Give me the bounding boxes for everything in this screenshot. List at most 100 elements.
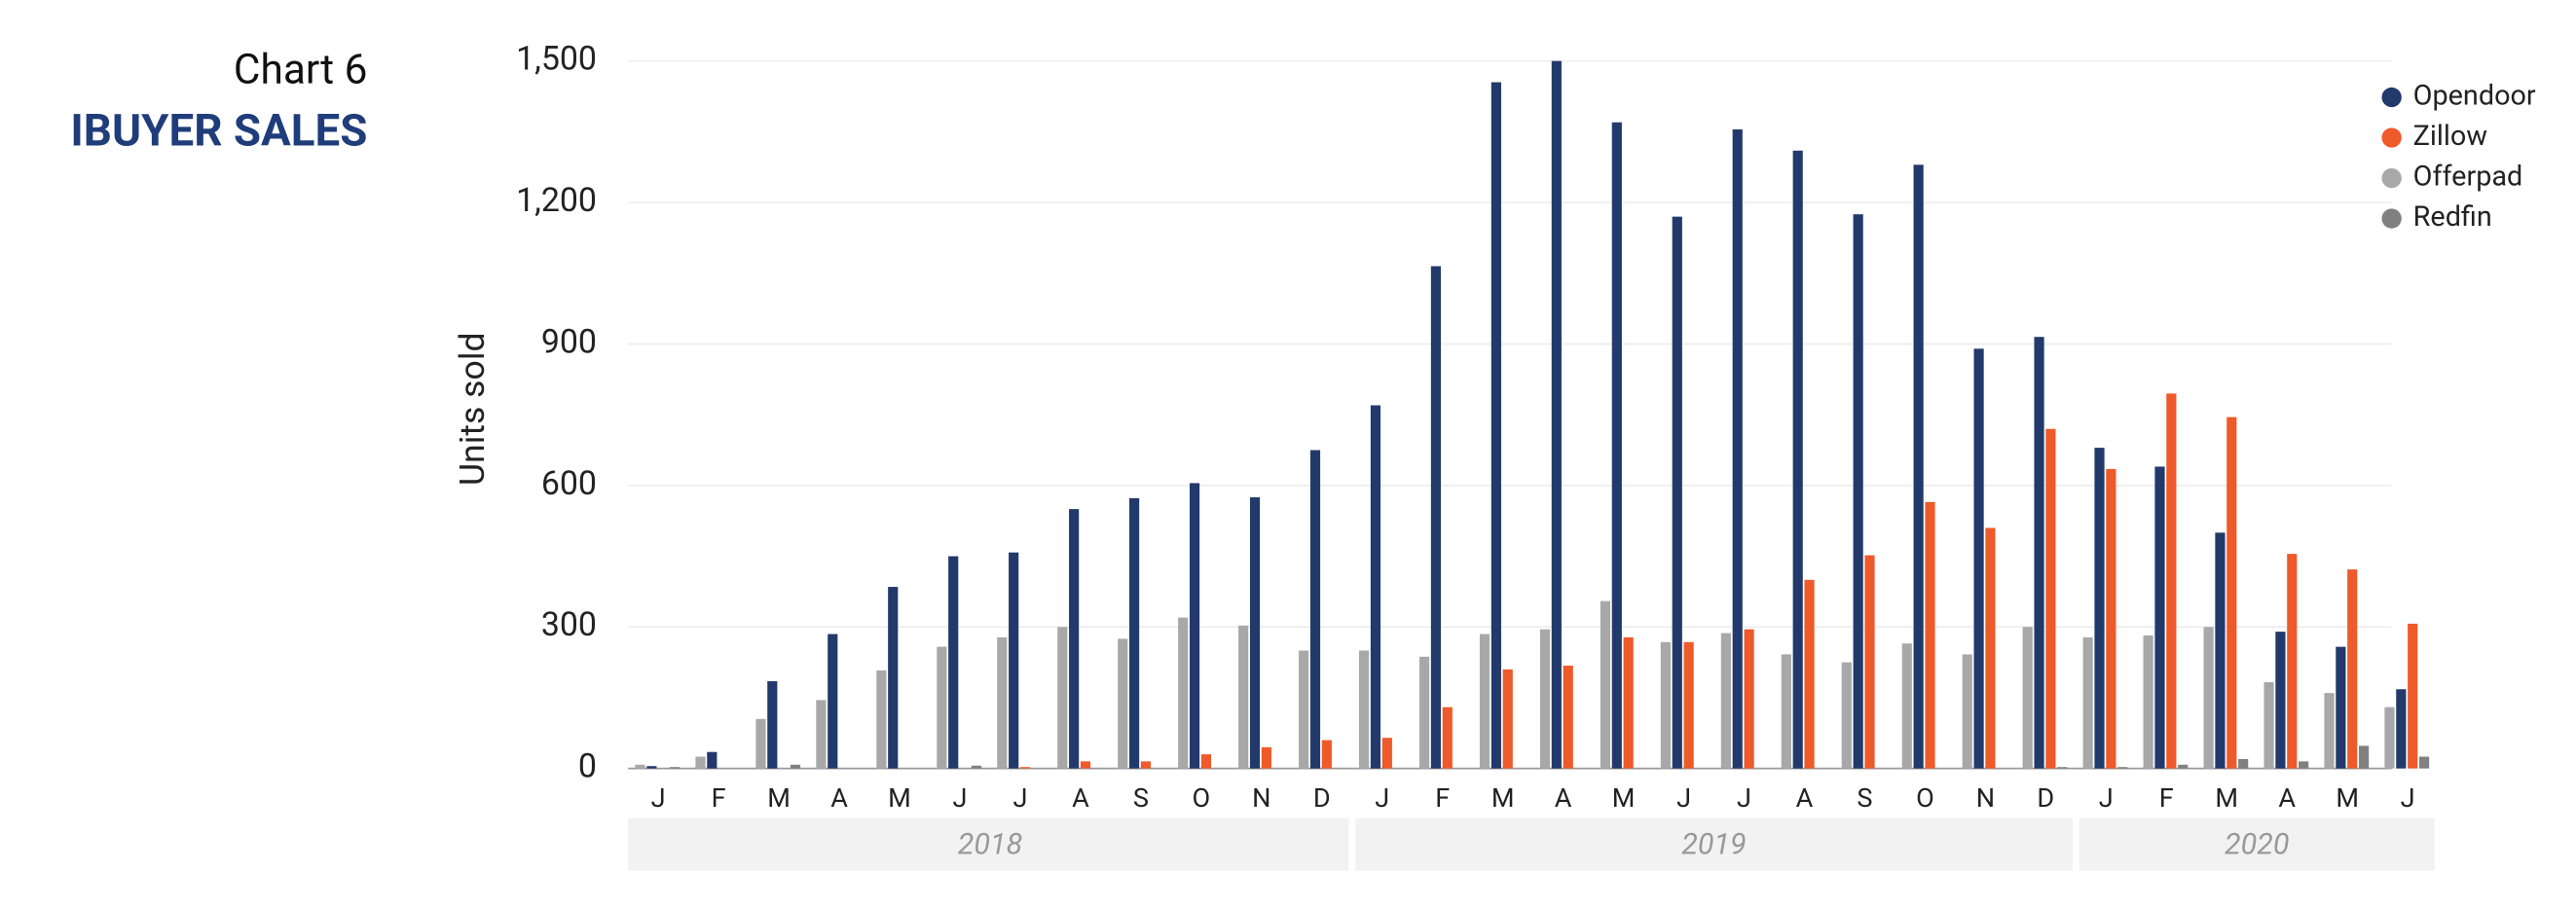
bar	[646, 766, 657, 769]
bar	[1490, 82, 1501, 769]
bar	[2094, 448, 2105, 769]
bar	[2384, 707, 2395, 769]
bar	[1057, 627, 1068, 769]
bar	[1925, 501, 1935, 769]
bar	[1853, 214, 1863, 769]
x-tick-label: A	[1072, 782, 1089, 814]
bar	[2106, 468, 2116, 769]
y-tick-label: 600	[541, 465, 597, 503]
bar	[1370, 405, 1381, 769]
bar	[1864, 555, 1875, 769]
bar	[997, 636, 1008, 769]
x-tick-label: S	[1133, 782, 1149, 814]
bar	[1901, 643, 1912, 769]
bar	[1804, 579, 1815, 769]
x-tick-label: F	[712, 782, 726, 814]
x-tick-label: J	[651, 782, 666, 814]
x-tick-label: S	[1857, 782, 1872, 814]
bar	[2263, 681, 2274, 769]
bar	[1189, 483, 1200, 769]
legend-marker	[2381, 127, 2402, 148]
bar	[670, 767, 681, 769]
legend-label: Redfin	[2413, 200, 2492, 234]
bar	[2215, 532, 2226, 769]
bar	[1442, 707, 1453, 769]
legend-marker	[2381, 87, 2402, 108]
bar	[1479, 634, 1490, 769]
x-tick-label: O	[1916, 782, 1934, 814]
bar	[1118, 638, 1128, 769]
bar	[1781, 654, 1791, 769]
y-axis-label: Units sold	[452, 332, 493, 486]
bar	[1600, 600, 1611, 769]
bar	[2117, 767, 2128, 769]
x-tick-label: M	[1612, 782, 1636, 814]
bar	[1080, 761, 1091, 769]
x-tick-label: A	[2278, 782, 2296, 814]
x-tick-label: N	[1976, 782, 1995, 814]
y-tick-label: 1,200	[516, 182, 597, 220]
bar	[1962, 654, 1972, 769]
bar	[971, 765, 982, 769]
bar	[1611, 122, 1622, 769]
bar	[2408, 623, 2418, 769]
bar	[816, 700, 827, 769]
bar	[2022, 627, 2033, 769]
year-label: 2020	[2225, 827, 2289, 861]
bar	[2347, 569, 2358, 769]
bar	[2057, 767, 2068, 769]
legend-label: Zillow	[2413, 120, 2487, 153]
bar	[635, 764, 645, 769]
bar	[1913, 164, 1924, 769]
bar	[1069, 509, 1080, 769]
x-tick-label: A	[1555, 782, 1572, 814]
bar	[876, 670, 887, 769]
bar	[1672, 216, 1682, 769]
bar	[2082, 636, 2093, 769]
bar	[1792, 150, 1803, 769]
bar	[1985, 527, 1996, 769]
bar	[1720, 633, 1731, 769]
x-tick-label: J	[2401, 782, 2415, 814]
year-band	[2079, 817, 2435, 871]
bar	[2166, 393, 2177, 769]
bar	[1019, 767, 1031, 769]
y-tick-label: 1,500	[516, 41, 597, 79]
bar	[1200, 754, 1212, 769]
bar	[2396, 689, 2407, 769]
x-tick-label: J	[1012, 782, 1027, 814]
bar	[1261, 746, 1271, 769]
bar	[948, 556, 959, 769]
x-tick-label: J	[1676, 782, 1691, 814]
bar	[1841, 662, 1852, 769]
bar	[1623, 636, 1634, 769]
bar	[1359, 650, 1370, 769]
bar	[1539, 629, 1551, 769]
x-tick-label: N	[1252, 782, 1270, 814]
bar	[2299, 761, 2309, 769]
x-tick-label: J	[1737, 782, 1751, 814]
bar	[2287, 554, 2298, 769]
bar	[2359, 745, 2370, 769]
x-tick-label: F	[1435, 782, 1450, 814]
x-tick-label: M	[2215, 782, 2238, 814]
legend-label: Opendoor	[2413, 80, 2536, 113]
bar	[1430, 266, 1441, 769]
bar	[2143, 635, 2153, 769]
bar	[2226, 417, 2237, 769]
bar	[1129, 497, 1140, 769]
bar	[1744, 629, 1754, 769]
year-label: 2019	[1681, 827, 1746, 861]
bar	[2275, 632, 2286, 769]
legend-marker	[2381, 167, 2402, 189]
bar	[2034, 337, 2044, 769]
bar	[1973, 348, 1984, 769]
y-tick-label: 900	[541, 323, 597, 361]
bar	[1321, 740, 1332, 769]
x-tick-label: O	[1193, 782, 1211, 814]
x-tick-label: D	[1313, 782, 1331, 814]
legend-marker	[2381, 208, 2402, 229]
legend-label: Offerpad	[2413, 161, 2523, 194]
